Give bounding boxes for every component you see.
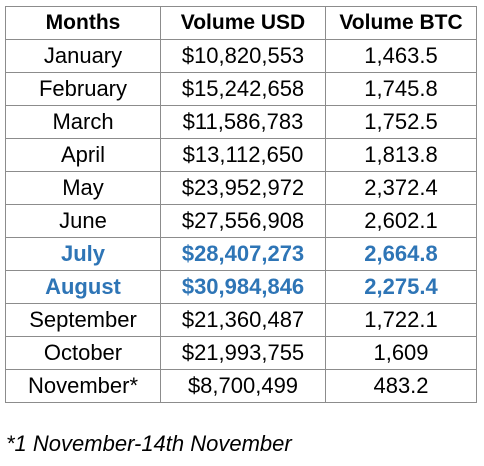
volume-usd-cell: $11,586,783 xyxy=(160,105,326,139)
table-row: January $10,820,553 1,463.5 xyxy=(5,39,477,73)
volume-usd-cell: $30,984,846 xyxy=(160,270,326,304)
header-months: Months xyxy=(5,6,161,40)
volume-usd-cell: $8,700,499 xyxy=(160,369,326,403)
volume-usd-cell: $27,556,908 xyxy=(160,204,326,238)
month-cell: March xyxy=(5,105,161,139)
table-row: May $23,952,972 2,372.4 xyxy=(5,171,477,205)
table-row: February $15,242,658 1,745.8 xyxy=(5,72,477,106)
table-row: November* $8,700,499 483.2 xyxy=(5,369,477,403)
month-cell: June xyxy=(5,204,161,238)
table-body: January $10,820,553 1,463.5 February $15,242… xyxy=(5,39,477,403)
month-cell: April xyxy=(5,138,161,172)
volume-btc-cell: 1,813.8 xyxy=(325,138,477,172)
month-cell: January xyxy=(5,39,161,73)
header-volume-usd: Volume USD xyxy=(160,6,326,40)
volume-usd-cell: $21,360,487 xyxy=(160,303,326,337)
volume-btc-cell: 1,463.5 xyxy=(325,39,477,73)
volume-usd-cell: $21,993,755 xyxy=(160,336,326,370)
table-row: September $21,360,487 1,722.1 xyxy=(5,303,477,337)
table-row: March $11,586,783 1,752.5 xyxy=(5,105,477,139)
month-cell: February xyxy=(5,72,161,106)
volume-btc-cell: 1,609 xyxy=(325,336,477,370)
volume-btc-cell: 2,372.4 xyxy=(325,171,477,205)
month-cell: August xyxy=(5,270,161,304)
table-row: August $30,984,846 2,275.4 xyxy=(5,270,477,304)
month-cell: November* xyxy=(5,369,161,403)
table-row: June $27,556,908 2,602.1 xyxy=(5,204,477,238)
header-volume-btc: Volume BTC xyxy=(325,6,477,40)
month-cell: September xyxy=(5,303,161,337)
volume-table: Months Volume USD Volume BTC January $10,… xyxy=(5,6,477,403)
footnote: *1 November-14th November xyxy=(6,431,292,456)
table-header-row: Months Volume USD Volume BTC xyxy=(5,6,477,40)
volume-usd-cell: $28,407,273 xyxy=(160,237,326,271)
volume-btc-cell: 483.2 xyxy=(325,369,477,403)
volume-btc-cell: 1,745.8 xyxy=(325,72,477,106)
table-row: July $28,407,273 2,664.8 xyxy=(5,237,477,271)
volume-usd-cell: $15,242,658 xyxy=(160,72,326,106)
volume-usd-cell: $13,112,650 xyxy=(160,138,326,172)
volume-usd-cell: $23,952,972 xyxy=(160,171,326,205)
month-cell: May xyxy=(5,171,161,205)
volume-btc-cell: 2,275.4 xyxy=(325,270,477,304)
month-cell: October xyxy=(5,336,161,370)
month-cell: July xyxy=(5,237,161,271)
volume-btc-cell: 1,722.1 xyxy=(325,303,477,337)
volume-btc-cell: 2,664.8 xyxy=(325,237,477,271)
volume-btc-cell: 2,602.1 xyxy=(325,204,477,238)
volume-usd-cell: $10,820,553 xyxy=(160,39,326,73)
table-row: October $21,993,755 1,609 xyxy=(5,336,477,370)
table-row: April $13,112,650 1,813.8 xyxy=(5,138,477,172)
volume-btc-cell: 1,752.5 xyxy=(325,105,477,139)
